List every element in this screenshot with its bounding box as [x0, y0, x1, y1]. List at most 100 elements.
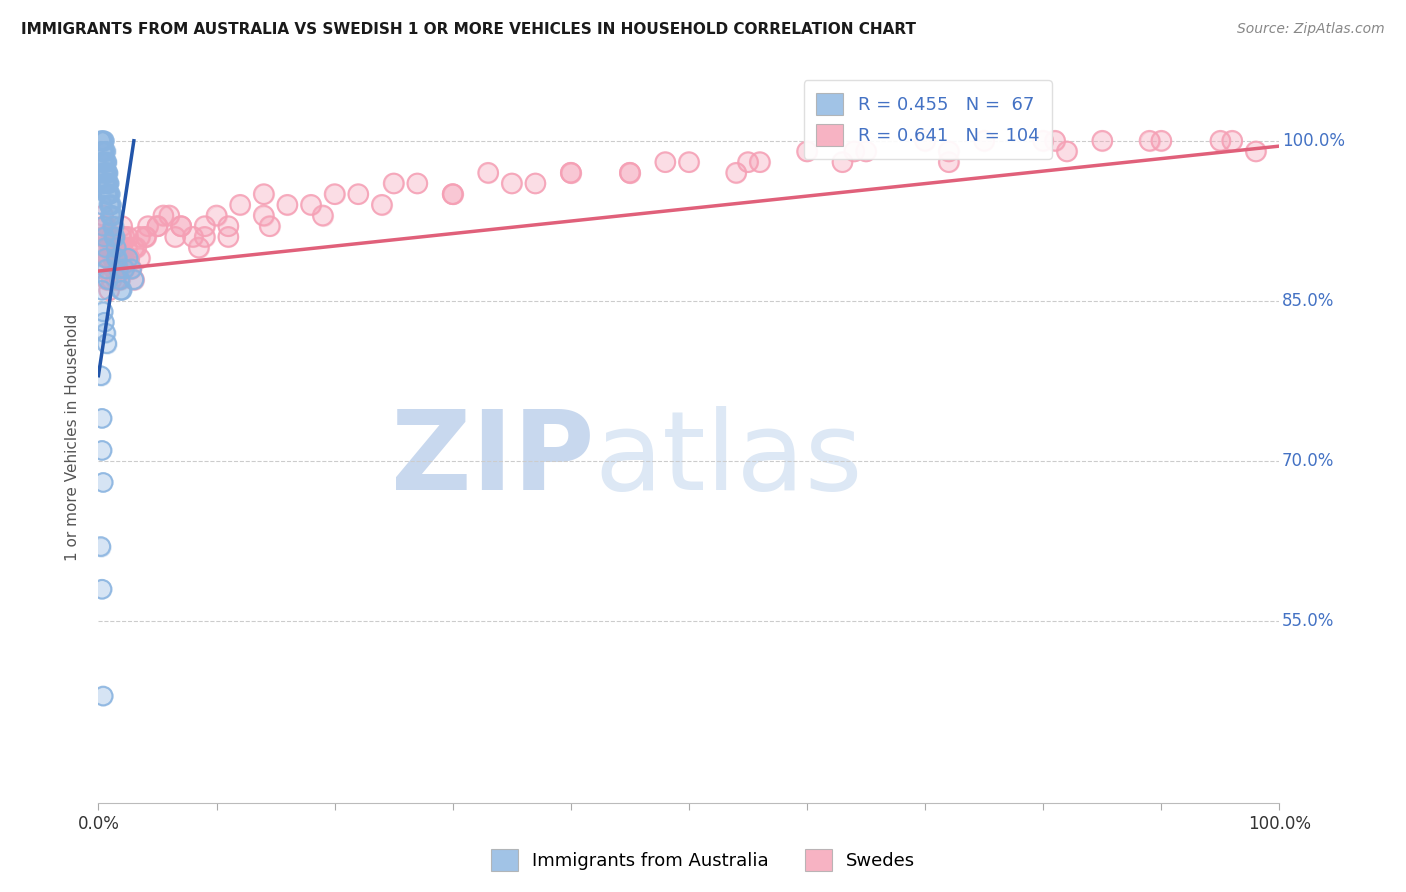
Point [91, 475, 114, 490]
Point [118, 251, 141, 265]
Point [98, 187, 121, 202]
Point [152, 209, 174, 223]
Point [105, 261, 128, 276]
Point [100, 209, 122, 223]
Point [122, 241, 145, 255]
Point [103, 261, 125, 276]
Point [105, 261, 128, 276]
Point [560, 166, 582, 180]
Point [91, 411, 114, 425]
Point [90, 368, 112, 383]
Point [105, 241, 128, 255]
Point [1244, 145, 1267, 159]
Point [98, 283, 121, 297]
Point [97, 187, 120, 202]
Point [146, 219, 169, 234]
Point [371, 198, 394, 212]
Point [1091, 134, 1114, 148]
Point [938, 145, 960, 159]
Point [96, 241, 118, 255]
Point [94, 155, 117, 169]
Point [101, 241, 124, 255]
Point [98, 241, 121, 255]
Point [146, 219, 169, 234]
Point [253, 209, 276, 223]
Point [108, 241, 131, 255]
Point [347, 187, 370, 202]
Point [725, 166, 748, 180]
Point [136, 219, 159, 234]
Point [938, 145, 960, 159]
Point [93, 145, 115, 159]
Point [855, 145, 877, 159]
Point [831, 155, 853, 169]
Point [100, 230, 122, 244]
Point [323, 187, 346, 202]
Point [103, 219, 125, 234]
Point [253, 187, 276, 202]
Point [125, 241, 148, 255]
Point [96, 187, 118, 202]
Point [94, 219, 117, 234]
Point [94, 241, 117, 255]
Point [94, 145, 117, 159]
Point [107, 261, 129, 276]
Point [96, 177, 118, 191]
Point [501, 177, 523, 191]
Point [105, 251, 128, 265]
Point [146, 219, 169, 234]
Point [103, 219, 125, 234]
Point [1220, 134, 1243, 148]
Point [1139, 134, 1161, 148]
Point [96, 166, 118, 180]
Point [104, 230, 127, 244]
Point [1139, 134, 1161, 148]
Point [205, 209, 228, 223]
Point [229, 198, 252, 212]
Point [97, 251, 120, 265]
Point [441, 187, 464, 202]
Point [112, 261, 135, 276]
Point [91, 155, 114, 169]
Point [194, 219, 217, 234]
Point [96, 177, 118, 191]
Point [91, 155, 114, 169]
Point [104, 261, 127, 276]
Point [98, 177, 121, 191]
Point [93, 219, 115, 234]
Point [501, 177, 523, 191]
Point [121, 261, 143, 276]
Point [96, 261, 118, 276]
Point [94, 219, 117, 234]
Point [725, 166, 748, 180]
Point [112, 230, 135, 244]
Point [111, 219, 134, 234]
Point [90, 368, 112, 383]
Point [122, 241, 145, 255]
Point [93, 315, 115, 329]
Point [844, 145, 866, 159]
Point [91, 198, 114, 212]
Point [91, 145, 114, 159]
Text: 55.0%: 55.0% [1282, 612, 1334, 631]
Point [276, 198, 298, 212]
Point [105, 251, 128, 265]
Point [748, 155, 770, 169]
Point [91, 145, 114, 159]
Point [94, 166, 117, 180]
Text: Source: ZipAtlas.com: Source: ZipAtlas.com [1237, 22, 1385, 37]
Point [217, 230, 239, 244]
Point [91, 283, 114, 297]
Point [94, 326, 117, 340]
Point [107, 251, 129, 265]
Point [103, 251, 125, 265]
Point [117, 251, 139, 265]
Point [100, 198, 122, 212]
Point [117, 251, 139, 265]
Point [93, 261, 115, 276]
Point [118, 251, 141, 265]
Point [844, 145, 866, 159]
Point [98, 283, 121, 297]
Point [187, 241, 209, 255]
Point [165, 230, 187, 244]
